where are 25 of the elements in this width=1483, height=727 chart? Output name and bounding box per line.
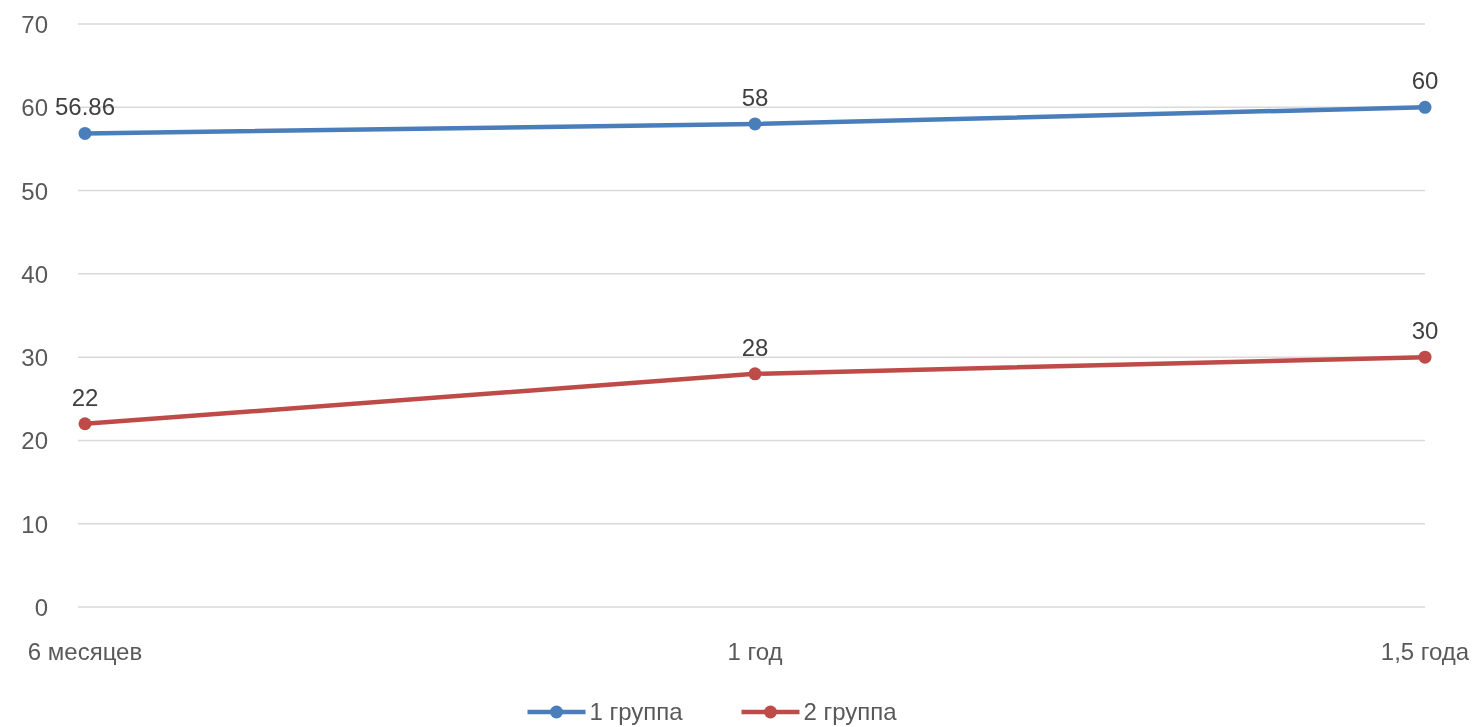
data-label: 58: [741, 83, 769, 111]
point: [748, 367, 762, 381]
legend-label: 2 группа: [803, 698, 898, 725]
y-tick-label: 40: [21, 260, 48, 288]
data-label: 28: [741, 333, 769, 361]
data-label: 30: [1411, 317, 1439, 345]
point: [78, 417, 92, 431]
x-tick-label: 6 месяцев: [27, 638, 143, 665]
y-tick-label: 20: [21, 427, 48, 455]
x-tick-label: 1,5 года: [1380, 638, 1470, 665]
x-tick-label: 1 год: [727, 638, 783, 665]
data-label: 60: [1411, 67, 1439, 95]
point: [1418, 100, 1432, 114]
y-tick-label: 10: [21, 510, 48, 538]
point: [1418, 350, 1432, 364]
point: [78, 126, 92, 140]
y-tick-label: 50: [21, 177, 48, 205]
data-label: 22: [71, 383, 99, 411]
data-label: 56.86: [54, 93, 116, 121]
y-tick-label: 0: [34, 594, 48, 621]
y-tick-label: 70: [21, 11, 48, 38]
y-tick-label: 30: [21, 344, 48, 372]
legend-label: 1 группа: [589, 698, 684, 725]
y-tick-label: 60: [21, 94, 48, 122]
point: [748, 117, 762, 131]
